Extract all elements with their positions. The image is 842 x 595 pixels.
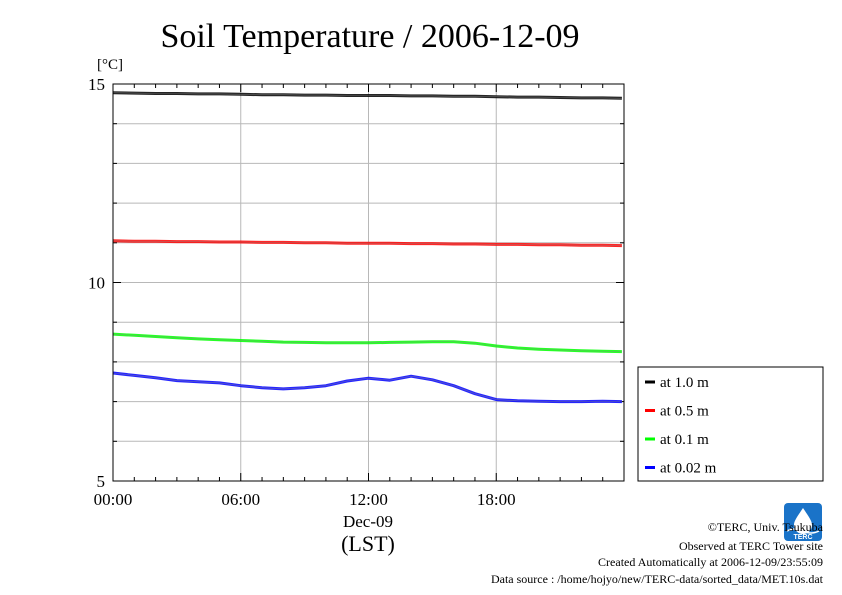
legend-label-1: at 1.0 m: [660, 375, 709, 391]
legend-label-3: at 0.1 m: [660, 432, 709, 448]
legend: at 1.0 m at 0.5 m at 0.1 m at 0.02 m: [645, 375, 717, 477]
footer-created: Created Automatically at 2006-12-09/23:5…: [598, 555, 823, 569]
x-date-label: Dec-09: [343, 512, 393, 531]
x-tick-labels: 00:00 06:00 12:00 18:00: [94, 490, 516, 509]
logo-text: TERC: [793, 534, 812, 541]
x-tick-label: 12:00: [349, 490, 388, 509]
y-tick-label: 15: [88, 75, 105, 94]
series-line-core-3: [112, 333, 622, 352]
x-axis-unit-label: (LST): [341, 531, 395, 556]
terc-logo: TERC: [784, 503, 822, 541]
series-line-core-2: [112, 240, 622, 246]
x-tick-label: 18:00: [477, 490, 516, 509]
legend-label-2: at 0.5 m: [660, 404, 709, 420]
x-tick-label: 00:00: [94, 490, 133, 509]
y-tick-label: 10: [88, 274, 105, 293]
y-tick-label: 5: [97, 472, 106, 491]
footer-source: Data source : /home/hojyo/new/TERC-data/…: [491, 572, 824, 586]
y-axis-label: [°C]: [97, 57, 123, 73]
x-tick-label: 06:00: [221, 490, 260, 509]
series-line-4: [112, 371, 622, 404]
plot-frame: [112, 83, 625, 482]
legend-label-4: at 0.02 m: [660, 461, 717, 477]
series-lines: [112, 91, 622, 404]
chart-title: Soil Temperature / 2006-12-09: [160, 18, 579, 55]
y-tick-labels: 5 10 15: [88, 75, 105, 491]
footer-copyright: ©TERC, Univ. Tsukuba: [708, 520, 824, 534]
series-line-core-4: [112, 372, 622, 402]
legend-box: [637, 366, 824, 482]
footer-site: Observed at TERC Tower site: [679, 539, 823, 553]
gridlines: [112, 83, 625, 482]
series-line-core-1: [112, 92, 622, 99]
